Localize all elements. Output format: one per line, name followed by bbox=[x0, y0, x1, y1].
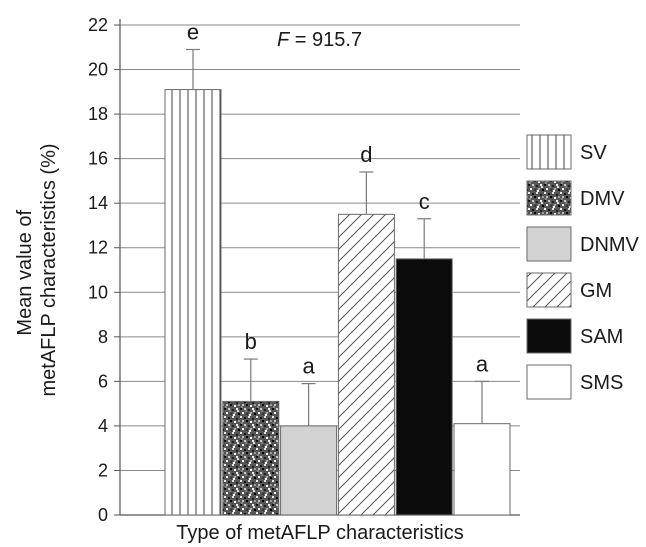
significance-letter-sms: a bbox=[476, 351, 489, 376]
legend-swatch-sms bbox=[526, 364, 572, 400]
y-tick-label: 10 bbox=[88, 282, 108, 302]
y-tick-label: 2 bbox=[98, 460, 108, 480]
bar-dmv bbox=[222, 400, 280, 516]
y-axis-title: Mean value of metAFLP characteristics (%… bbox=[14, 143, 60, 396]
bar-sv bbox=[164, 89, 222, 516]
legend-swatch-sv bbox=[526, 134, 572, 170]
y-tick-label: 8 bbox=[98, 327, 108, 347]
legend-label-sv: SV bbox=[580, 142, 607, 164]
significance-letter-sam: c bbox=[419, 189, 430, 214]
legend: SV DMV DNMV GM SAM SMS bbox=[526, 134, 640, 400]
significance-letter-gm: d bbox=[360, 142, 372, 167]
significance-letter-dmv: b bbox=[245, 329, 257, 354]
y-tick-label: 12 bbox=[88, 238, 108, 258]
y-tick-label: 20 bbox=[88, 60, 108, 80]
legend-swatch-sam bbox=[526, 318, 572, 354]
y-tick-label: 6 bbox=[98, 371, 108, 391]
legend-label-dnmv: DNMV bbox=[580, 234, 640, 256]
y-tick-labels: 0 2 4 6 8 10 12 14 16 18 20 22 bbox=[88, 15, 108, 525]
f-statistic-annotation: F = 915.7 bbox=[277, 29, 362, 51]
y-tick-label: 0 bbox=[98, 505, 108, 525]
y-tick-label: 22 bbox=[88, 15, 108, 35]
bar-gm bbox=[337, 213, 395, 516]
legend-label-dmv: DMV bbox=[580, 188, 625, 210]
x-axis-title: Type of metAFLP characteristics bbox=[176, 522, 464, 544]
legend-swatch-dnmv bbox=[526, 226, 572, 262]
significance-letter-sv: e bbox=[187, 20, 199, 45]
legend-swatch-dmv bbox=[526, 180, 572, 216]
significance-letters: e b a d c a bbox=[187, 20, 489, 379]
legend-label-sam: SAM bbox=[580, 326, 623, 348]
legend-swatch-gm bbox=[526, 272, 572, 308]
significance-letter-dnmv: a bbox=[302, 354, 315, 379]
y-tick-label: 16 bbox=[88, 149, 108, 169]
bar-dnmv bbox=[280, 425, 338, 516]
bars bbox=[164, 89, 511, 516]
y-tick-label: 18 bbox=[88, 104, 108, 124]
legend-label-sms: SMS bbox=[580, 372, 623, 394]
error-bars bbox=[186, 48, 489, 426]
y-tick-label: 4 bbox=[98, 416, 108, 436]
bar-sms bbox=[453, 423, 511, 516]
legend-label-gm: GM bbox=[580, 280, 612, 302]
bar-sam bbox=[395, 258, 453, 516]
y-tick-label: 14 bbox=[88, 193, 108, 213]
